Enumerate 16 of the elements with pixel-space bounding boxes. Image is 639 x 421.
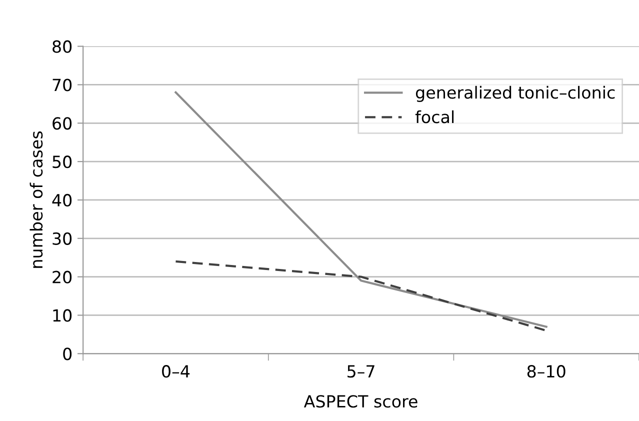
x-axis-title: ASPECT score <box>304 395 418 408</box>
y-tick-label: 40 <box>52 194 72 207</box>
y-axis-title: number of cases <box>30 131 43 268</box>
y-tick-label: 80 <box>52 40 72 53</box>
y-tick-label: 70 <box>52 78 72 92</box>
legend-label: focal <box>415 110 454 124</box>
y-tick-label: 0 <box>63 348 72 360</box>
x-tick-label: 5–7 <box>348 365 374 378</box>
legend-label: generalized tonic–clonic <box>416 86 615 102</box>
y-tick-label: 60 <box>52 117 72 130</box>
y-tick-label: 10 <box>53 309 72 322</box>
y-tick-label: 20 <box>52 270 72 284</box>
x-tick-label: 8–10 <box>527 365 566 378</box>
y-tick-label: 50 <box>52 156 72 168</box>
x-tick-label: 0–4 <box>162 365 190 378</box>
y-tick-label: 30 <box>52 232 72 245</box>
